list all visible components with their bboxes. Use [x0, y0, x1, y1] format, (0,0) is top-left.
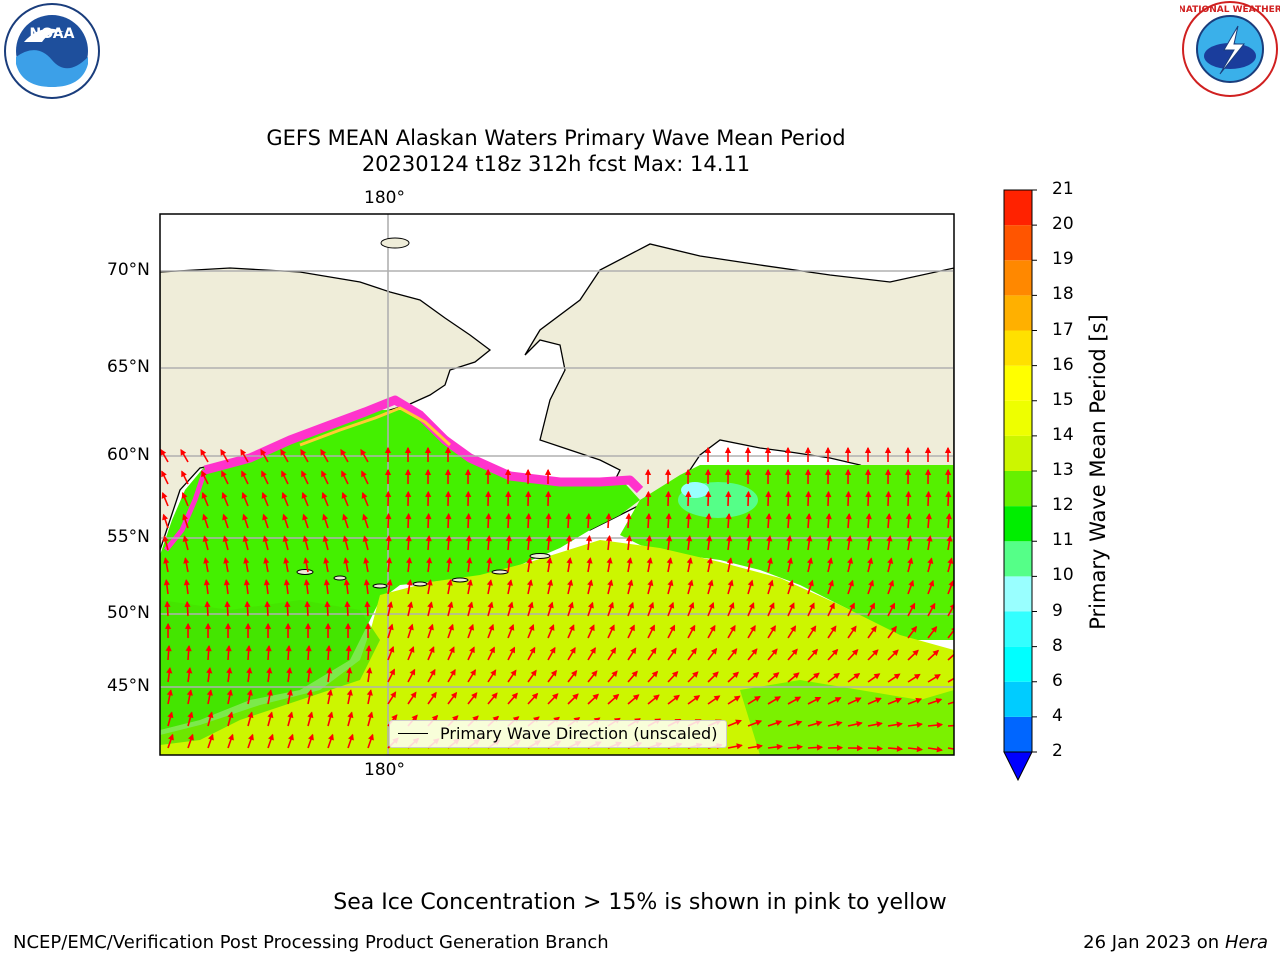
colorbar-band	[1004, 681, 1032, 717]
colorbar-tick: 13	[1052, 460, 1074, 480]
colorbar-band	[1004, 646, 1032, 682]
colorbar-band	[1004, 365, 1032, 401]
colorbar-tick: 17	[1052, 319, 1074, 340]
colorbar-band	[1004, 611, 1032, 647]
colorbar-tick: 9	[1052, 600, 1063, 621]
lon-label-bottom: 180°	[364, 760, 405, 780]
colorbar-band	[1004, 330, 1032, 366]
colorbar-tick: 18	[1052, 284, 1074, 305]
sea-ice-edge-west	[164, 469, 208, 552]
footer-date: 26 Jan 2023 on Hera	[1083, 932, 1268, 953]
colorbar-band	[1004, 576, 1032, 612]
colorbar-band	[1004, 225, 1032, 261]
svg-text:NATIONAL WEATHER: NATIONAL WEATHER	[1180, 5, 1280, 15]
aleutian-islands	[296, 237, 551, 589]
colorbar-band	[1004, 471, 1032, 507]
colorbar-tick: 10	[1052, 565, 1074, 586]
colorbar-tick: 2	[1052, 741, 1063, 761]
noaa-logo: NOAA	[4, 3, 100, 99]
colorbar-tick: 19	[1052, 249, 1074, 270]
colorbar-tick: 20	[1052, 214, 1074, 235]
lat-label-45: 45°N	[107, 676, 150, 696]
colorbar-tick: 4	[1052, 705, 1063, 726]
colorbar-tick: 12	[1052, 495, 1074, 516]
colorbar-tick: 14	[1052, 424, 1074, 445]
colorbar-tick: 15	[1052, 389, 1074, 410]
colorbar-tick: 8	[1052, 635, 1063, 656]
colorbar-band	[1004, 260, 1032, 296]
colorbar-tick: 21	[1052, 179, 1074, 199]
lat-label-55: 55°N	[107, 527, 150, 547]
legend-label: Primary Wave Direction (unscaled)	[440, 724, 718, 743]
land-north	[160, 267, 492, 551]
colorbar-band	[1004, 716, 1032, 752]
legend-line-sample	[398, 733, 428, 734]
chart-subtitle: 20230124 t18z 312h fcst Max: 14.11	[361, 152, 751, 176]
period-lowest-patch	[681, 482, 709, 498]
sea-ice-note: Sea Ice Concentration > 15% is shown in …	[333, 890, 947, 915]
lat-label-70: 70°N	[107, 260, 150, 280]
chart-title: GEFS MEAN Alaskan Waters Primary Wave Me…	[266, 126, 846, 150]
map-frame	[159, 213, 955, 756]
colorbar-tick: 16	[1052, 354, 1074, 375]
lat-label-60: 60°N	[107, 445, 150, 465]
colorbar	[1003, 189, 1037, 782]
lat-label-50: 50°N	[107, 603, 150, 623]
colorbar-tick: 6	[1052, 670, 1063, 691]
footer-credit: NCEP/EMC/Verification Post Processing Pr…	[13, 932, 609, 953]
map-legend: Primary Wave Direction (unscaled)	[389, 720, 727, 748]
colorbar-band	[1004, 400, 1032, 436]
colorbar-extend-arrow	[1003, 751, 1033, 782]
graticule	[160, 214, 954, 755]
noaa-logo-text: NOAA	[30, 26, 75, 42]
footer-host: Hera	[1224, 932, 1268, 953]
colorbar-band	[1004, 295, 1032, 331]
colorbar-band	[1004, 190, 1032, 226]
colorbar-label: Primary Wave Mean Period [s]	[1086, 314, 1110, 630]
lon-label-top: 180°	[364, 188, 405, 208]
colorbar-band	[1004, 541, 1032, 577]
colorbar-band	[1004, 506, 1032, 542]
colorbar-tick: 11	[1052, 530, 1074, 551]
footer-date-text: 26 Jan 2023 on	[1083, 932, 1225, 953]
nws-logo: NATIONAL WEATHER	[1180, 1, 1280, 97]
lat-label-65: 65°N	[107, 357, 150, 377]
colorbar-band	[1004, 435, 1032, 471]
